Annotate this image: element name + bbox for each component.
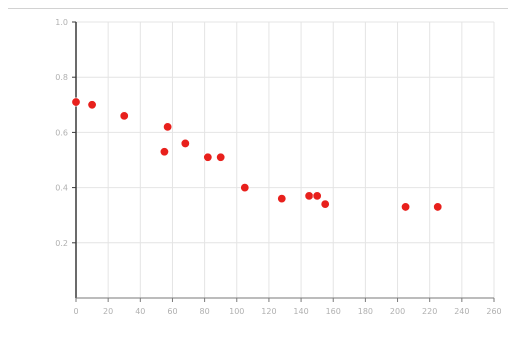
data-point-0-6 [203, 152, 213, 162]
x-tick-label-11: 220 [422, 307, 437, 316]
data-point-0-3 [159, 147, 169, 157]
x-tick-label-4: 80 [200, 307, 210, 316]
x-tick-label-6: 120 [261, 307, 276, 316]
y-tick-label-3: 0.8 [55, 73, 68, 82]
data-point-0-13 [401, 202, 411, 212]
data-point-0-11 [312, 191, 322, 201]
data-point-0-7 [216, 152, 226, 162]
data-point-0-9 [277, 194, 287, 204]
y-tick-label-1: 0.4 [55, 184, 68, 193]
grid-layer [75, 21, 495, 298]
x-tick-label-12: 240 [454, 307, 469, 316]
x-tick-label-5: 100 [229, 307, 244, 316]
data-point-0-10 [304, 191, 314, 201]
data-point-0-8 [240, 183, 250, 193]
x-tick-label-9: 180 [358, 307, 373, 316]
data-point-0-14 [433, 202, 443, 212]
x-tick-label-7: 140 [293, 307, 308, 316]
x-tick-label-10: 200 [390, 307, 405, 316]
data-point-0-12 [320, 199, 330, 209]
y-tick-label-4: 1.0 [55, 18, 68, 27]
y-tick-label-0: 0.2 [55, 239, 68, 248]
data-point-0-4 [163, 122, 173, 132]
y-tick-label-2: 0.6 [55, 128, 68, 137]
top-divider [8, 8, 508, 9]
x-tick-label-2: 40 [135, 307, 145, 316]
data-point-0-0 [71, 97, 81, 107]
x-tick-label-8: 160 [326, 307, 341, 316]
x-tick-label-13: 260 [486, 307, 501, 316]
data-point-0-1 [87, 100, 97, 110]
point-layer [71, 97, 443, 212]
x-tick-label-1: 20 [103, 307, 113, 316]
data-point-0-2 [119, 111, 129, 121]
tick-layer: 0.2 0.4 0.6 0.8 1.0 0 20 40 60 80 100 120 140 160 180 2… [55, 18, 501, 316]
data-point-0-5 [180, 138, 190, 148]
axis-layer [75, 22, 494, 299]
x-tick-label-3: 60 [167, 307, 177, 316]
x-tick-label-0: 0 [73, 307, 78, 316]
